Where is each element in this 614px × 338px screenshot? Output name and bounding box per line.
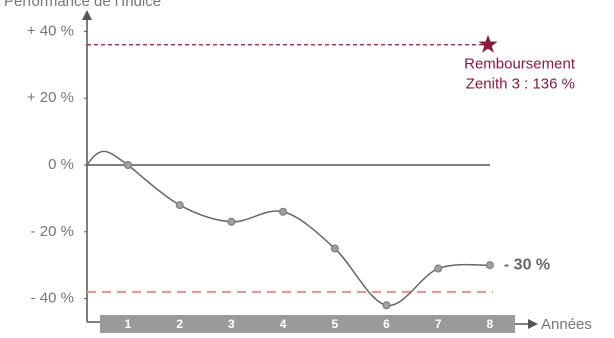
x-band <box>100 315 515 333</box>
value-label: - 30 % <box>504 256 550 273</box>
point <box>227 217 236 226</box>
point <box>434 264 443 273</box>
x-tick-label: 8 <box>487 317 494 331</box>
point <box>382 301 391 310</box>
annotation: Zenith 3 : 136 % <box>466 76 575 93</box>
point <box>485 261 494 270</box>
point <box>330 244 339 253</box>
x-tick-label: 4 <box>280 317 287 331</box>
x-tick-label: 5 <box>331 317 338 331</box>
x-axis-arrow <box>528 319 538 329</box>
chart-title: Performance de l'Indice <box>4 0 161 10</box>
y-tick-label: - 40 % <box>31 290 74 307</box>
point <box>279 207 288 216</box>
lead-in <box>86 150 129 166</box>
point <box>124 160 132 169</box>
x-tick-label: 1 <box>125 317 132 331</box>
x-axis-label: Années <box>541 316 592 333</box>
x-tick-label: 7 <box>435 317 442 331</box>
x-tick-label: 3 <box>228 317 235 331</box>
y-tick-label: + 40 % <box>27 22 74 39</box>
y-axis-arrow <box>82 10 92 20</box>
point <box>175 201 184 210</box>
y-tick-label: 0 % <box>48 156 74 173</box>
series-line <box>127 164 490 307</box>
x-tick-label: 6 <box>383 317 390 331</box>
annotation: Remboursement <box>464 56 576 73</box>
y-tick-label: - 20 % <box>31 223 74 240</box>
x-tick-label: 2 <box>176 317 183 331</box>
y-tick-label: + 20 % <box>27 89 74 106</box>
star <box>478 34 498 53</box>
